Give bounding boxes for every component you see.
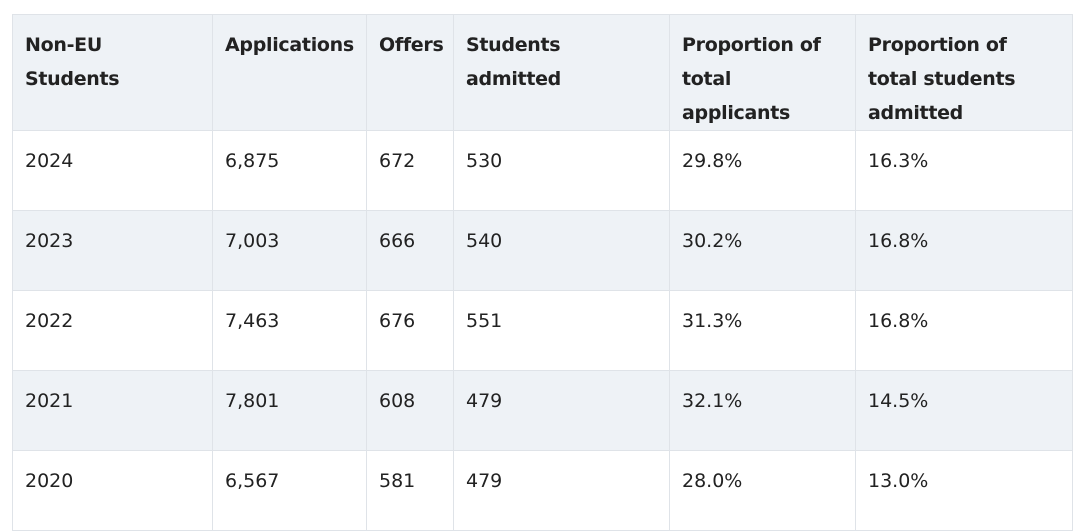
cell-applications: 6,875 bbox=[212, 130, 367, 211]
cell-offers: 581 bbox=[366, 450, 454, 531]
cell-students-admitted: 540 bbox=[453, 210, 670, 291]
cell-applications: 7,003 bbox=[212, 210, 367, 291]
header-students-admitted: Students admitted bbox=[453, 14, 670, 131]
cell-year: 2020 bbox=[12, 450, 213, 531]
cell-students-admitted: 551 bbox=[453, 290, 670, 371]
cell-proportion-admitted: 13.0% bbox=[855, 450, 1073, 531]
cell-applications: 7,463 bbox=[212, 290, 367, 371]
header-proportion-total-applicants: Proportion of total applicants bbox=[669, 14, 856, 131]
table-row: 2022 7,463 676 551 31.3% 16.8% bbox=[12, 290, 1073, 371]
cell-offers: 666 bbox=[366, 210, 454, 291]
header-offers: Offers bbox=[366, 14, 454, 131]
cell-offers: 672 bbox=[366, 130, 454, 211]
cell-students-admitted: 530 bbox=[453, 130, 670, 211]
cell-applications: 6,567 bbox=[212, 450, 367, 531]
admissions-table-container: Non-EU Students Applications Offers Stud… bbox=[12, 14, 1073, 531]
header-applications: Applications bbox=[212, 14, 367, 131]
cell-proportion-applicants: 28.0% bbox=[669, 450, 856, 531]
cell-applications: 7,801 bbox=[212, 370, 367, 451]
table-row: 2023 7,003 666 540 30.2% 16.8% bbox=[12, 210, 1073, 291]
cell-proportion-admitted: 16.8% bbox=[855, 210, 1073, 291]
table-row: 2020 6,567 581 479 28.0% 13.0% bbox=[12, 450, 1073, 531]
non-eu-admissions-table: Non-EU Students Applications Offers Stud… bbox=[12, 14, 1073, 531]
cell-students-admitted: 479 bbox=[453, 450, 670, 531]
cell-year: 2021 bbox=[12, 370, 213, 451]
cell-offers: 608 bbox=[366, 370, 454, 451]
header-proportion-total-students-admitted: Proportion of total students admitted bbox=[855, 14, 1073, 131]
cell-year: 2024 bbox=[12, 130, 213, 211]
cell-year: 2023 bbox=[12, 210, 213, 291]
header-non-eu-students: Non-EU Students bbox=[12, 14, 213, 131]
cell-proportion-applicants: 29.8% bbox=[669, 130, 856, 211]
table-row: 2021 7,801 608 479 32.1% 14.5% bbox=[12, 370, 1073, 451]
cell-proportion-applicants: 30.2% bbox=[669, 210, 856, 291]
cell-proportion-admitted: 14.5% bbox=[855, 370, 1073, 451]
cell-proportion-admitted: 16.8% bbox=[855, 290, 1073, 371]
cell-year: 2022 bbox=[12, 290, 213, 371]
cell-offers: 676 bbox=[366, 290, 454, 371]
cell-proportion-applicants: 31.3% bbox=[669, 290, 856, 371]
table-row: 2024 6,875 672 530 29.8% 16.3% bbox=[12, 130, 1073, 211]
cell-proportion-applicants: 32.1% bbox=[669, 370, 856, 451]
cell-students-admitted: 479 bbox=[453, 370, 670, 451]
table-header-row: Non-EU Students Applications Offers Stud… bbox=[12, 14, 1073, 131]
cell-proportion-admitted: 16.3% bbox=[855, 130, 1073, 211]
